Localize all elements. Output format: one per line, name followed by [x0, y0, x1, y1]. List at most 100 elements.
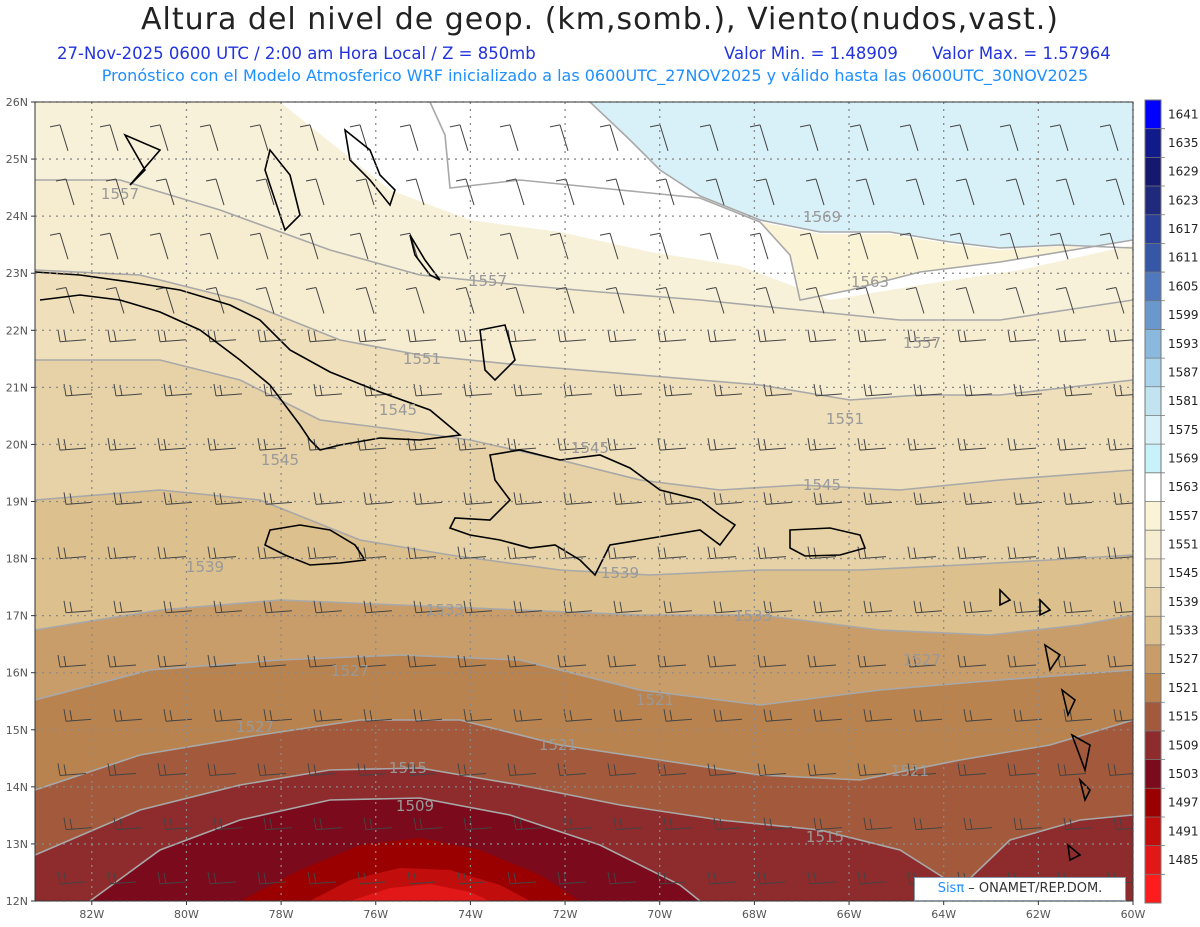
lon-tick-label: 72W — [553, 908, 578, 921]
wind-barb — [307, 654, 337, 668]
wind-barb — [963, 383, 993, 397]
wind-barb — [663, 600, 693, 614]
wind-barb — [1007, 546, 1037, 560]
wind-barb — [299, 232, 319, 260]
fill-band-1485 — [350, 884, 490, 901]
wind-barb — [207, 654, 237, 668]
wind-barb — [155, 178, 175, 206]
lon-tick-label: 66W — [837, 908, 862, 921]
wind-barb — [113, 709, 143, 722]
wind-barb — [263, 492, 293, 505]
colorbar-label: 1551 — [1168, 538, 1199, 552]
colorbar-label: 1563 — [1168, 480, 1199, 494]
colorbar-swatch — [1145, 759, 1161, 789]
wind-barb — [905, 178, 925, 206]
contour-label: 1539 — [601, 564, 639, 582]
colorbar-label: 1593 — [1168, 337, 1199, 351]
wind-barb — [63, 492, 93, 505]
wind-barb — [499, 124, 519, 151]
lat-tick-label: 21N — [6, 381, 28, 394]
wind-barb — [957, 546, 987, 560]
wind-barb — [163, 817, 193, 831]
lat-tick-label: 23N — [6, 267, 28, 280]
colorbar-swatch — [1145, 128, 1161, 158]
wind-barb — [763, 600, 793, 614]
wind-barb — [699, 124, 719, 151]
wind-barb — [107, 329, 137, 343]
wind-barb — [949, 232, 969, 260]
wind-barb — [207, 546, 237, 560]
wind-barb — [1007, 763, 1037, 776]
wind-barb — [263, 817, 293, 831]
wind-barb — [757, 871, 787, 885]
wind-barb — [749, 124, 769, 151]
wind-barb — [1049, 124, 1069, 151]
wind-barb — [557, 654, 587, 668]
wind-barbs — [49, 124, 1133, 885]
colorbar-swatch — [1145, 644, 1161, 675]
wind-barb — [949, 124, 969, 151]
wind-barb — [857, 871, 887, 885]
lon-tick-label: 64W — [931, 908, 956, 921]
contour-label: 1521 — [891, 762, 929, 780]
wind-barb — [299, 124, 319, 151]
lon-tick-label: 80W — [174, 908, 199, 921]
lon-tick-label: 74W — [458, 908, 483, 921]
contour-label: 1539 — [186, 558, 224, 576]
colorbar-swatch — [1145, 300, 1161, 330]
colorbar-label: 1527 — [1168, 652, 1199, 666]
wind-barb — [163, 383, 193, 397]
wind-barb — [163, 492, 193, 505]
lat-tick-label: 20N — [6, 438, 28, 451]
credit-text: – ONAMET/REP.DOM. — [964, 881, 1103, 896]
contour-label: 1521 — [636, 691, 674, 709]
lat-tick-label: 17N — [6, 610, 28, 623]
wind-barb — [1063, 492, 1093, 505]
colorbar-label: 1491 — [1168, 824, 1199, 838]
wind-barb — [399, 124, 419, 151]
wind-barb — [307, 763, 337, 776]
wind-barb — [863, 492, 893, 505]
wind-barb — [199, 232, 219, 260]
sispi-logo-text: Sisπ — [937, 881, 965, 896]
wind-barb — [149, 232, 169, 260]
wind-barb — [263, 600, 293, 614]
wind-barb — [255, 178, 275, 206]
colorbar-label: 1569 — [1168, 451, 1199, 465]
wind-barb — [855, 286, 875, 314]
colorbar-label: 1545 — [1168, 566, 1199, 580]
wind-barb — [613, 383, 643, 397]
wind-barb — [513, 492, 543, 505]
wind-barb — [963, 600, 993, 614]
colorbar-swatch — [1145, 501, 1161, 531]
wind-barb — [713, 383, 743, 397]
colorbar-label: 1629 — [1168, 165, 1199, 179]
wind-barb — [157, 329, 187, 343]
wind-barb — [363, 817, 393, 831]
wind-barb — [107, 546, 137, 560]
wind-barb — [663, 383, 693, 397]
credit-box: Sisπ – ONAMET/REP.DOM. — [914, 877, 1126, 901]
wind-barb — [607, 654, 637, 668]
contour-label: 1545 — [261, 451, 299, 469]
wind-barb — [405, 286, 425, 314]
wind-barb — [213, 709, 243, 722]
wind-barb — [363, 492, 393, 505]
wind-barb — [307, 546, 337, 560]
contour-label: 1557 — [101, 185, 139, 203]
max-value-label: Valor Max. = 1.57964 — [932, 44, 1111, 63]
wind-barb — [705, 286, 725, 314]
wind-barb — [1007, 654, 1037, 668]
lon-tick-label: 78W — [269, 908, 294, 921]
wind-barb — [649, 124, 669, 151]
colorbar-label: 1599 — [1168, 308, 1199, 322]
wind-barb — [857, 654, 887, 668]
contour-label: 1515 — [806, 828, 844, 846]
wind-barb — [713, 492, 743, 505]
colorbar-label: 1497 — [1168, 796, 1199, 810]
fill-band-1491 — [310, 868, 530, 901]
wind-barb — [499, 232, 519, 260]
wind-barb — [655, 286, 675, 314]
wind-barb — [755, 178, 775, 206]
